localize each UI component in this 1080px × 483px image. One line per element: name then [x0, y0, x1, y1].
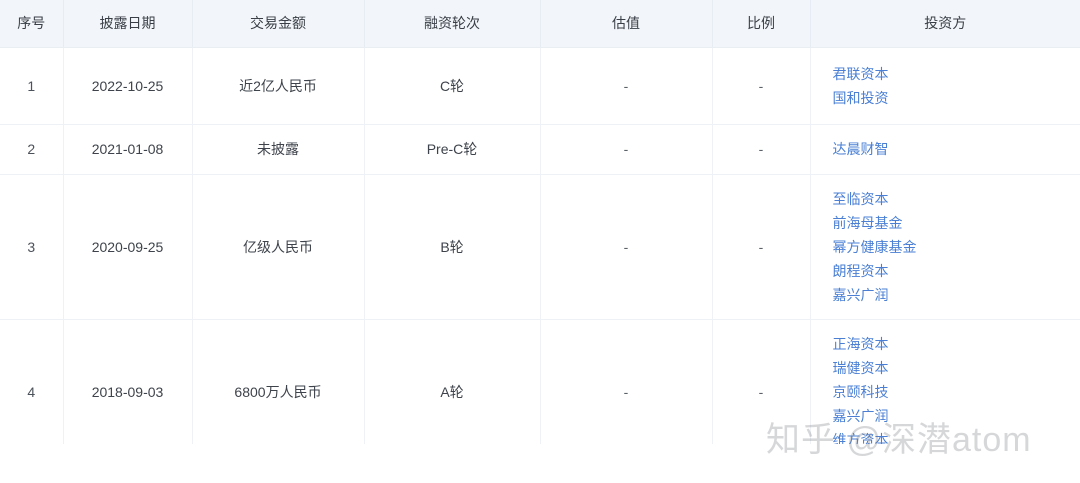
cell-valuation: - — [540, 174, 713, 320]
investor-link[interactable]: 嘉兴广润 — [832, 286, 889, 303]
column-header-amount: 交易金额 — [192, 0, 365, 48]
investor-link[interactable]: 朗程资本 — [832, 262, 889, 279]
table-header-row: 序号 披露日期 交易金额 融资轮次 估值 比例 投资方 — [0, 0, 1080, 48]
cell-ratio: - — [712, 124, 811, 175]
cell-index: 2 — [0, 124, 64, 175]
investor-link[interactable]: 幂方健康基金 — [832, 238, 917, 255]
investor-link[interactable]: 京颐科技 — [832, 383, 889, 400]
table-row: 2 2021-01-08 未披露 Pre-C轮 - - 达晨财智 — [0, 124, 1080, 175]
cell-date: 2022-10-25 — [63, 47, 193, 125]
investor-link[interactable]: 嘉兴广润 — [832, 407, 889, 424]
table-body: 1 2022-10-25 近2亿人民币 C轮 - - 君联资本 国和投资 2 2… — [0, 47, 1080, 444]
column-header-valuation: 估值 — [540, 0, 713, 48]
investor-link[interactable]: 至临资本 — [832, 190, 889, 207]
investor-link[interactable]: 瑞健资本 — [832, 359, 889, 376]
cell-investors: 达晨财智 — [810, 124, 1080, 175]
investor-link[interactable]: 达晨财智 — [832, 141, 889, 157]
cell-amount: 未披露 — [192, 124, 365, 175]
funding-history-table: 序号 披露日期 交易金额 融资轮次 估值 比例 投资方 1 2022-10-25… — [0, 0, 1080, 444]
table-header: 序号 披露日期 交易金额 融资轮次 估值 比例 投资方 — [0, 0, 1080, 48]
table-row: 4 2018-09-03 6800万人民币 A轮 - - 正海资本 瑞健资本 京… — [0, 319, 1080, 444]
column-header-investors: 投资方 — [810, 0, 1080, 48]
cell-round: C轮 — [364, 47, 541, 125]
investor-link[interactable]: 前海母基金 — [832, 214, 903, 231]
cell-round: A轮 — [364, 319, 541, 444]
cell-index: 4 — [0, 319, 64, 444]
cell-date: 2018-09-03 — [63, 319, 193, 444]
cell-date: 2020-09-25 — [63, 174, 193, 320]
cell-investors: 正海资本 瑞健资本 京颐科技 嘉兴广润 维方资本 — [810, 319, 1080, 444]
table-row: 1 2022-10-25 近2亿人民币 C轮 - - 君联资本 国和投资 — [0, 47, 1080, 125]
column-header-date: 披露日期 — [63, 0, 193, 48]
cell-valuation: - — [540, 47, 713, 125]
cell-amount: 亿级人民币 — [192, 174, 365, 320]
cell-ratio: - — [712, 174, 811, 320]
cell-index: 3 — [0, 174, 64, 320]
cell-valuation: - — [540, 319, 713, 444]
investor-link[interactable]: 维方资本 — [832, 431, 889, 445]
investor-link[interactable]: 君联资本 — [832, 65, 889, 82]
investor-link[interactable]: 正海资本 — [832, 335, 889, 352]
cell-index: 1 — [0, 47, 64, 125]
cell-valuation: - — [540, 124, 713, 175]
cell-round: B轮 — [364, 174, 541, 320]
cell-investors: 君联资本 国和投资 — [810, 47, 1080, 125]
cell-investors: 至临资本 前海母基金 幂方健康基金 朗程资本 嘉兴广润 — [810, 174, 1080, 320]
cell-amount: 近2亿人民币 — [192, 47, 365, 125]
column-header-ratio: 比例 — [712, 0, 811, 48]
cell-amount: 6800万人民币 — [192, 319, 365, 444]
page-bottom-whitespace — [0, 444, 1080, 483]
cell-date: 2021-01-08 — [63, 124, 193, 175]
column-header-round: 融资轮次 — [364, 0, 541, 48]
cell-ratio: - — [712, 47, 811, 125]
column-header-index: 序号 — [0, 0, 64, 48]
investor-link[interactable]: 国和投资 — [832, 89, 889, 106]
cell-ratio: - — [712, 319, 811, 444]
funding-history-table-container: 序号 披露日期 交易金额 融资轮次 估值 比例 投资方 1 2022-10-25… — [0, 0, 1080, 444]
cell-round: Pre-C轮 — [364, 124, 541, 175]
table-row: 3 2020-09-25 亿级人民币 B轮 - - 至临资本 前海母基金 幂方健… — [0, 174, 1080, 320]
